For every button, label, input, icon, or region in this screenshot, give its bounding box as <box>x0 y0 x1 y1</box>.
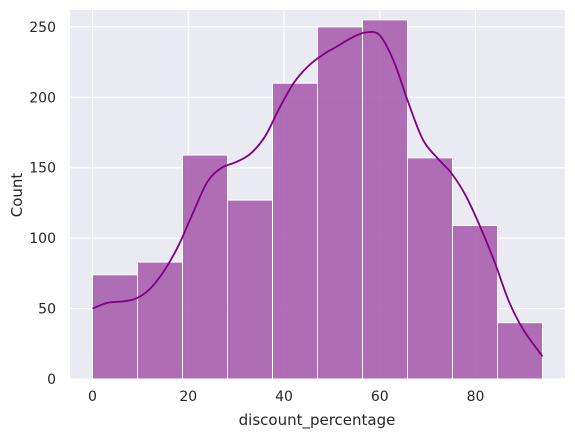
histogram-bar <box>452 224 498 380</box>
histogram-bar <box>272 82 318 380</box>
histogram-bar <box>317 26 363 380</box>
histogram-bar <box>407 157 453 380</box>
histogram-bar <box>227 199 273 380</box>
histogram-bar <box>362 19 408 380</box>
y-tick-label: 250 <box>29 20 56 36</box>
x-tick-label: 20 <box>179 389 197 405</box>
x-tick-labels: 0 20 40 60 80 <box>88 389 484 405</box>
histogram-bar <box>497 322 543 380</box>
x-tick-label: 40 <box>275 389 293 405</box>
histogram-bar <box>137 261 183 380</box>
kde-curve-line <box>92 31 544 357</box>
x-axis-label: discount_percentage <box>239 411 396 430</box>
y-tick-labels: 0 50 100 150 200 250 <box>29 20 56 388</box>
y-tick-label: 0 <box>47 372 56 388</box>
x-tick-label: 80 <box>467 389 485 405</box>
histogram-bar <box>92 274 138 380</box>
y-tick-label: 150 <box>29 161 56 177</box>
y-tick-label: 50 <box>38 302 56 318</box>
histogram-bar <box>182 154 228 380</box>
y-tick-label: 200 <box>29 90 56 106</box>
x-tick-label: 0 <box>88 389 97 405</box>
histogram-bars <box>92 19 543 380</box>
x-tick-label: 60 <box>371 389 389 405</box>
y-axis-label: Count <box>8 173 26 218</box>
y-tick-label: 100 <box>29 231 56 247</box>
